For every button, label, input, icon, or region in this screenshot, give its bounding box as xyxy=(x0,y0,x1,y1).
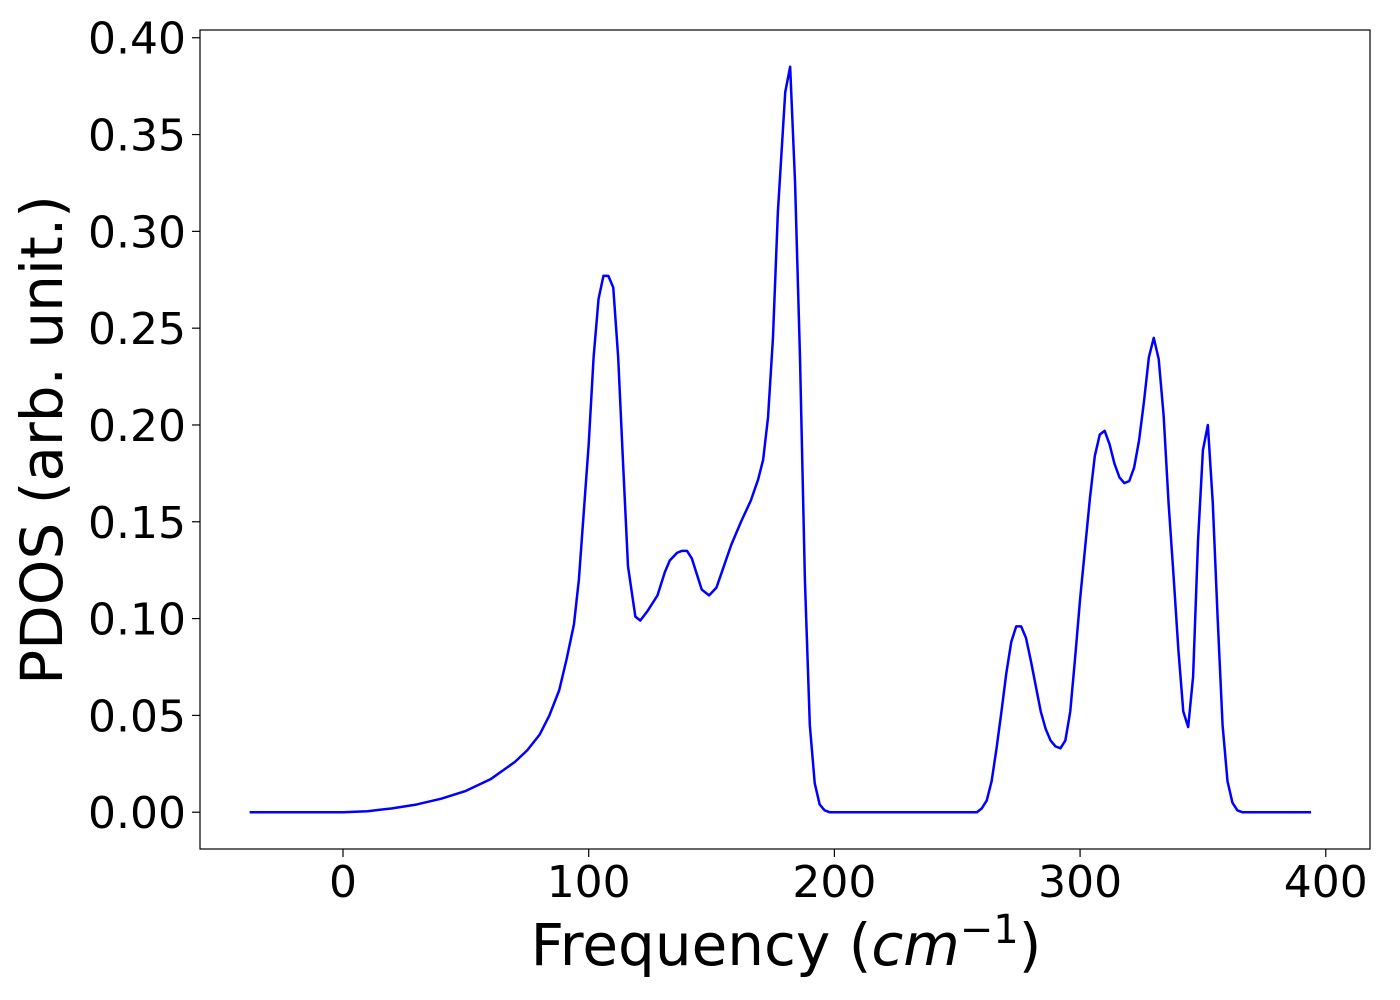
y-tick-label: 0.15 xyxy=(88,498,186,549)
x-label-part: Frequency ( xyxy=(531,911,872,979)
x-tick-label: 400 xyxy=(1284,857,1368,908)
x-label-unit: cm xyxy=(871,911,959,979)
y-tick-label: 0.00 xyxy=(88,788,186,839)
y-tick-label: 0.10 xyxy=(88,595,186,646)
data-line xyxy=(249,65,1312,814)
x-tick-label: 0 xyxy=(329,857,357,908)
x-tick-label: 200 xyxy=(792,857,876,908)
y-tick-label: 0.25 xyxy=(88,304,186,355)
x-tick-label: 100 xyxy=(547,857,631,908)
y-tick-label: 0.05 xyxy=(88,691,186,742)
x-axis-label: Frequency (cm−1) xyxy=(531,907,1042,979)
y-tick-label: 0.35 xyxy=(88,111,186,162)
y-axis-label: PDOS (arb. unit.) xyxy=(8,195,76,685)
y-tick-label: 0.30 xyxy=(88,207,186,258)
x-label-part: ) xyxy=(1019,911,1042,979)
x-label-exponent: −1 xyxy=(960,907,1019,953)
y-tick-label: 0.40 xyxy=(88,14,186,65)
y-tick-label: 0.20 xyxy=(88,401,186,452)
plot-frame xyxy=(199,29,1371,850)
x-tick-label: 300 xyxy=(1038,857,1122,908)
